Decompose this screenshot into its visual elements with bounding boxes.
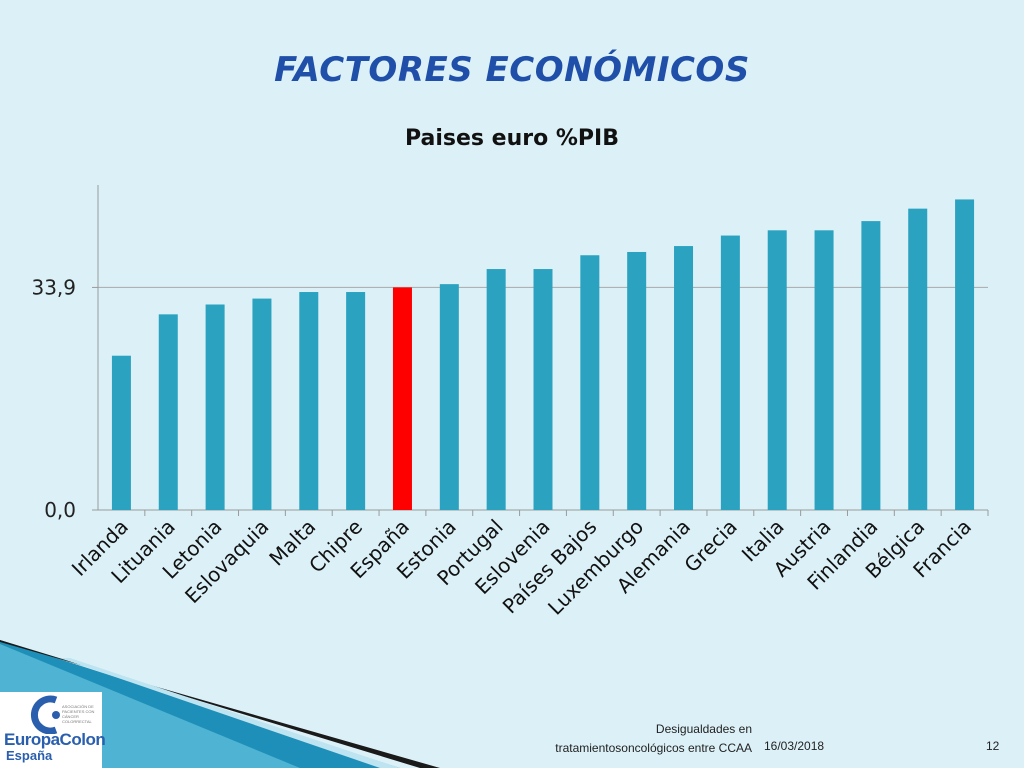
bar-lituania bbox=[158, 314, 178, 510]
bar-portugal bbox=[486, 269, 506, 510]
bar-luxemburgo bbox=[627, 251, 647, 510]
europacolon-logo: ASOCIACIÓN DE PACIENTES CON CÁNCER COLOR… bbox=[0, 692, 106, 768]
y-tick-label: 33,9 bbox=[31, 275, 76, 299]
bar-eslovaquia bbox=[252, 298, 272, 510]
x-tick-label: Grecia bbox=[679, 515, 742, 578]
decorative-swoosh bbox=[0, 640, 440, 768]
bar-irlanda bbox=[111, 355, 131, 510]
bar-chipre bbox=[346, 292, 366, 510]
logo-sub: España bbox=[6, 748, 53, 763]
footer-title: Desigualdades en tratamientosoncológicos… bbox=[530, 720, 752, 758]
bar-francia bbox=[955, 199, 975, 510]
bar-letonia bbox=[205, 304, 225, 510]
bar-grecia bbox=[720, 235, 740, 511]
bar-austria bbox=[814, 230, 834, 510]
logo-tagline: ASOCIACIÓN DE PACIENTES CON CÁNCER COLOR… bbox=[62, 704, 95, 724]
footer-line-1: Desigualdades en bbox=[655, 722, 752, 736]
logo-c-icon bbox=[31, 695, 60, 734]
bar-estonia bbox=[439, 284, 459, 510]
bar-finlandia bbox=[861, 221, 881, 510]
chart-title: Paises euro %PIB bbox=[404, 126, 620, 151]
bar-chart: 0,033,9IrlandaLituaniaLetoniaEslovaquiaM… bbox=[31, 185, 989, 620]
bar-eslovenia bbox=[533, 269, 553, 510]
bar-malta bbox=[299, 292, 319, 510]
footer-line-2: tratamientosoncológicos entre CCAA bbox=[555, 741, 752, 755]
bar-italia bbox=[767, 230, 787, 510]
bar-españa bbox=[392, 287, 412, 510]
bar-alemania bbox=[674, 246, 694, 510]
bar-países-bajos bbox=[580, 255, 600, 510]
slide-title: FACTORES ECONÓMICOS bbox=[274, 50, 750, 90]
footer-date: 16/03/2018 bbox=[764, 739, 825, 753]
logo-name: EuropaColon bbox=[4, 730, 106, 749]
bar-bélgica bbox=[908, 208, 928, 511]
y-tick-label: 0,0 bbox=[44, 498, 76, 522]
page-number: 12 bbox=[986, 739, 1000, 753]
